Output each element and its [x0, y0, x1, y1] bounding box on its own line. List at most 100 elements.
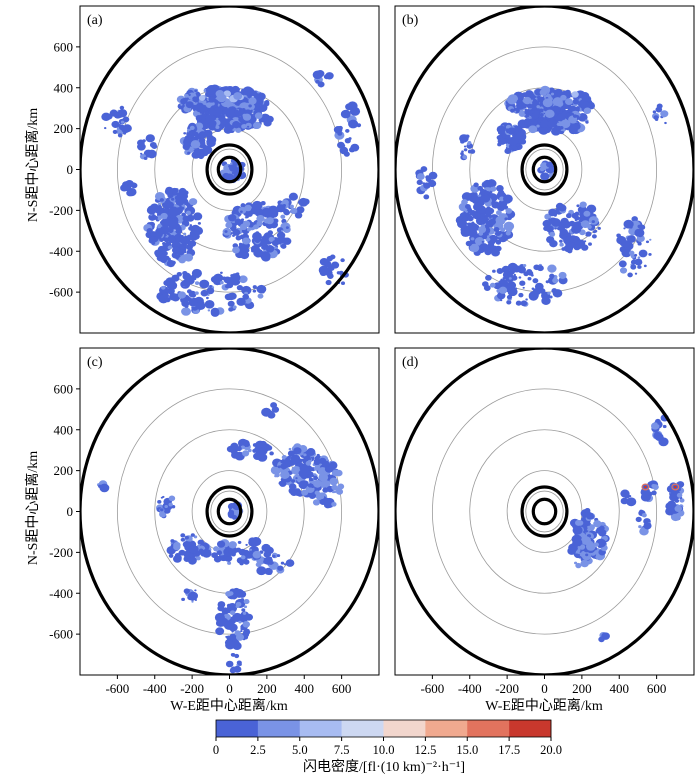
density-cell — [597, 226, 601, 230]
density-cell — [523, 96, 532, 105]
density-cell — [502, 133, 507, 137]
density-cell — [216, 618, 226, 627]
density-cell — [586, 560, 591, 565]
density-cell — [162, 249, 167, 253]
density-cell — [256, 444, 259, 447]
density-cell — [547, 291, 551, 295]
density-cell — [225, 640, 236, 650]
density-cell — [324, 465, 334, 473]
density-cell — [540, 119, 550, 128]
density-cell — [465, 240, 473, 247]
density-cell — [171, 504, 176, 509]
density-cell — [168, 495, 176, 502]
density-cell — [267, 230, 274, 236]
density-cell — [202, 145, 213, 155]
density-cell — [261, 244, 268, 250]
density-cell — [179, 244, 185, 250]
density-cell — [190, 533, 195, 537]
density-cell — [161, 285, 166, 290]
density-cell — [506, 300, 512, 305]
density-cell — [559, 242, 564, 247]
density-cell — [316, 70, 324, 77]
density-cell — [265, 547, 272, 553]
density-cell — [227, 300, 235, 307]
density-cell — [116, 129, 124, 135]
density-cell — [140, 152, 143, 155]
density-cell — [528, 125, 538, 134]
density-cell — [591, 220, 595, 224]
density-cell — [536, 124, 540, 128]
density-cell — [477, 185, 484, 191]
density-cell — [315, 492, 325, 501]
density-cell — [657, 421, 661, 425]
density-cell — [518, 110, 526, 117]
density-cell — [239, 210, 243, 213]
density-cell — [319, 498, 327, 505]
density-cell — [485, 237, 491, 242]
density-cell — [618, 260, 627, 268]
density-cell — [311, 474, 315, 478]
density-cell — [169, 292, 178, 301]
density-cell — [463, 148, 468, 152]
density-cell — [182, 270, 188, 276]
density-cell — [345, 128, 350, 133]
density-cell — [634, 253, 638, 257]
density-cell — [536, 105, 540, 109]
density-cell — [652, 484, 659, 490]
density-cell — [239, 561, 244, 566]
density-cell — [586, 204, 597, 214]
density-cell — [532, 278, 539, 284]
density-cell — [242, 621, 251, 628]
y-tick-label: 400 — [54, 80, 74, 95]
density-cell — [340, 281, 346, 285]
density-cell — [246, 227, 251, 232]
density-cell — [230, 666, 238, 673]
density-cell — [236, 297, 246, 306]
density-cell — [422, 182, 426, 185]
density-cell — [496, 268, 504, 274]
density-cell — [483, 214, 487, 217]
density-cell — [630, 264, 637, 270]
density-cell — [278, 481, 283, 485]
density-cell — [653, 115, 659, 120]
density-cell — [234, 218, 242, 226]
density-cell — [165, 186, 174, 194]
density-cell — [509, 269, 515, 275]
density-cell — [166, 201, 175, 208]
density-cell — [255, 231, 260, 235]
density-cell — [175, 188, 179, 192]
density-cell — [198, 548, 204, 553]
density-cell — [186, 210, 191, 215]
density-cell — [159, 198, 164, 202]
density-cell — [188, 591, 198, 601]
density-cell — [576, 204, 580, 208]
y-tick-label: -400 — [49, 586, 73, 601]
density-cell — [496, 185, 504, 192]
density-cell — [566, 98, 572, 104]
density-cell — [117, 124, 122, 127]
density-cell — [183, 232, 187, 236]
density-cell — [308, 477, 314, 482]
density-cell — [559, 239, 563, 243]
density-cell — [234, 640, 238, 644]
density-cell — [514, 287, 518, 290]
x-tick-label: -600 — [420, 681, 444, 696]
range-ring — [469, 429, 620, 594]
colorbar-segment — [257, 720, 301, 737]
range-ring — [210, 148, 249, 191]
density-cell — [232, 112, 237, 116]
density-cell — [246, 125, 250, 128]
density-cell — [254, 112, 263, 120]
density-cell — [536, 101, 540, 104]
density-cell — [188, 130, 194, 136]
density-cell — [288, 192, 298, 201]
y-axis-label-top: N-S距中心距离/km — [24, 108, 41, 222]
density-cell — [170, 539, 175, 543]
density-cell — [583, 107, 592, 114]
density-cell — [574, 561, 578, 565]
density-cell — [172, 246, 180, 253]
density-cell — [466, 142, 471, 146]
density-cell — [289, 204, 294, 209]
density-cell — [499, 299, 503, 302]
density-cell — [243, 599, 250, 605]
